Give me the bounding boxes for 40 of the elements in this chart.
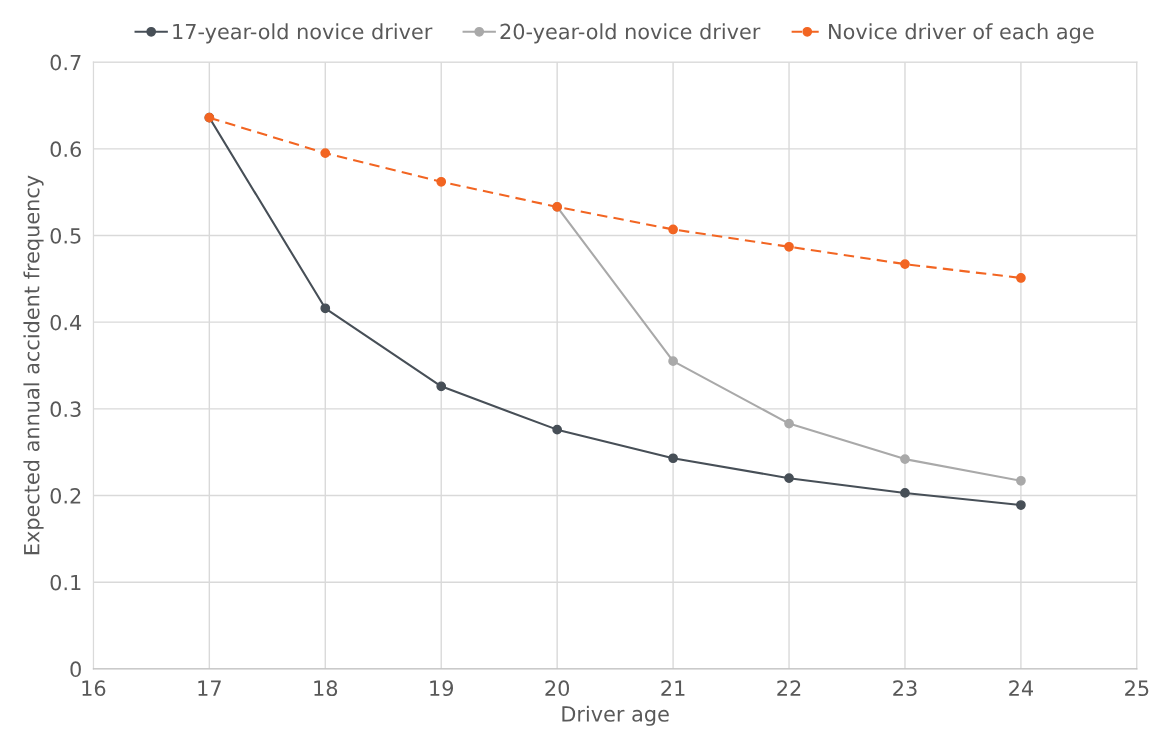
point	[668, 453, 678, 464]
x-tick-label: 24	[1009, 680, 1033, 696]
legend-label: 17-year-old novice driver	[173, 23, 433, 44]
point	[320, 303, 331, 314]
y-tick-label: 0.1	[50, 574, 81, 591]
x-tick-label: 22	[777, 680, 801, 696]
legend-label: Novice driver of each age	[829, 23, 1094, 44]
x-axis-title: Driver age	[562, 705, 669, 726]
point	[1016, 475, 1026, 486]
y-axis-title: Expected annual accident frequency	[23, 175, 44, 555]
x-tick-label: 19	[430, 680, 453, 697]
y-tick-label: 0	[70, 661, 81, 678]
point	[668, 224, 678, 235]
point	[1016, 500, 1026, 510]
x-tick-label: 25	[1125, 680, 1149, 697]
point	[436, 381, 447, 392]
point	[784, 473, 794, 484]
legend-label: 20-year-old novice driver	[500, 23, 761, 44]
y-tick-label: 0.6	[50, 141, 81, 158]
point	[320, 148, 331, 159]
y-tick-label: 0.5	[50, 227, 81, 244]
x-tick-label: 23	[893, 680, 917, 697]
point	[900, 259, 910, 269]
point	[784, 241, 794, 252]
point	[784, 418, 794, 429]
point	[900, 488, 910, 498]
point	[436, 176, 447, 187]
point	[900, 454, 910, 464]
point	[668, 356, 678, 367]
y-tick-label: 0.7	[50, 54, 81, 71]
point	[552, 424, 563, 435]
y-tick-label: 0.2	[50, 487, 81, 504]
x-tick-label: 21	[661, 680, 685, 696]
x-tick-label: 16	[82, 680, 106, 697]
y-tick-label: 0.3	[50, 401, 81, 418]
point	[1016, 273, 1026, 283]
x-tick-label: 17	[198, 680, 221, 696]
x-tick-label: 18	[314, 680, 338, 697]
y-tick-label: 0.4	[50, 314, 82, 331]
x-tick-label: 20	[545, 680, 570, 697]
